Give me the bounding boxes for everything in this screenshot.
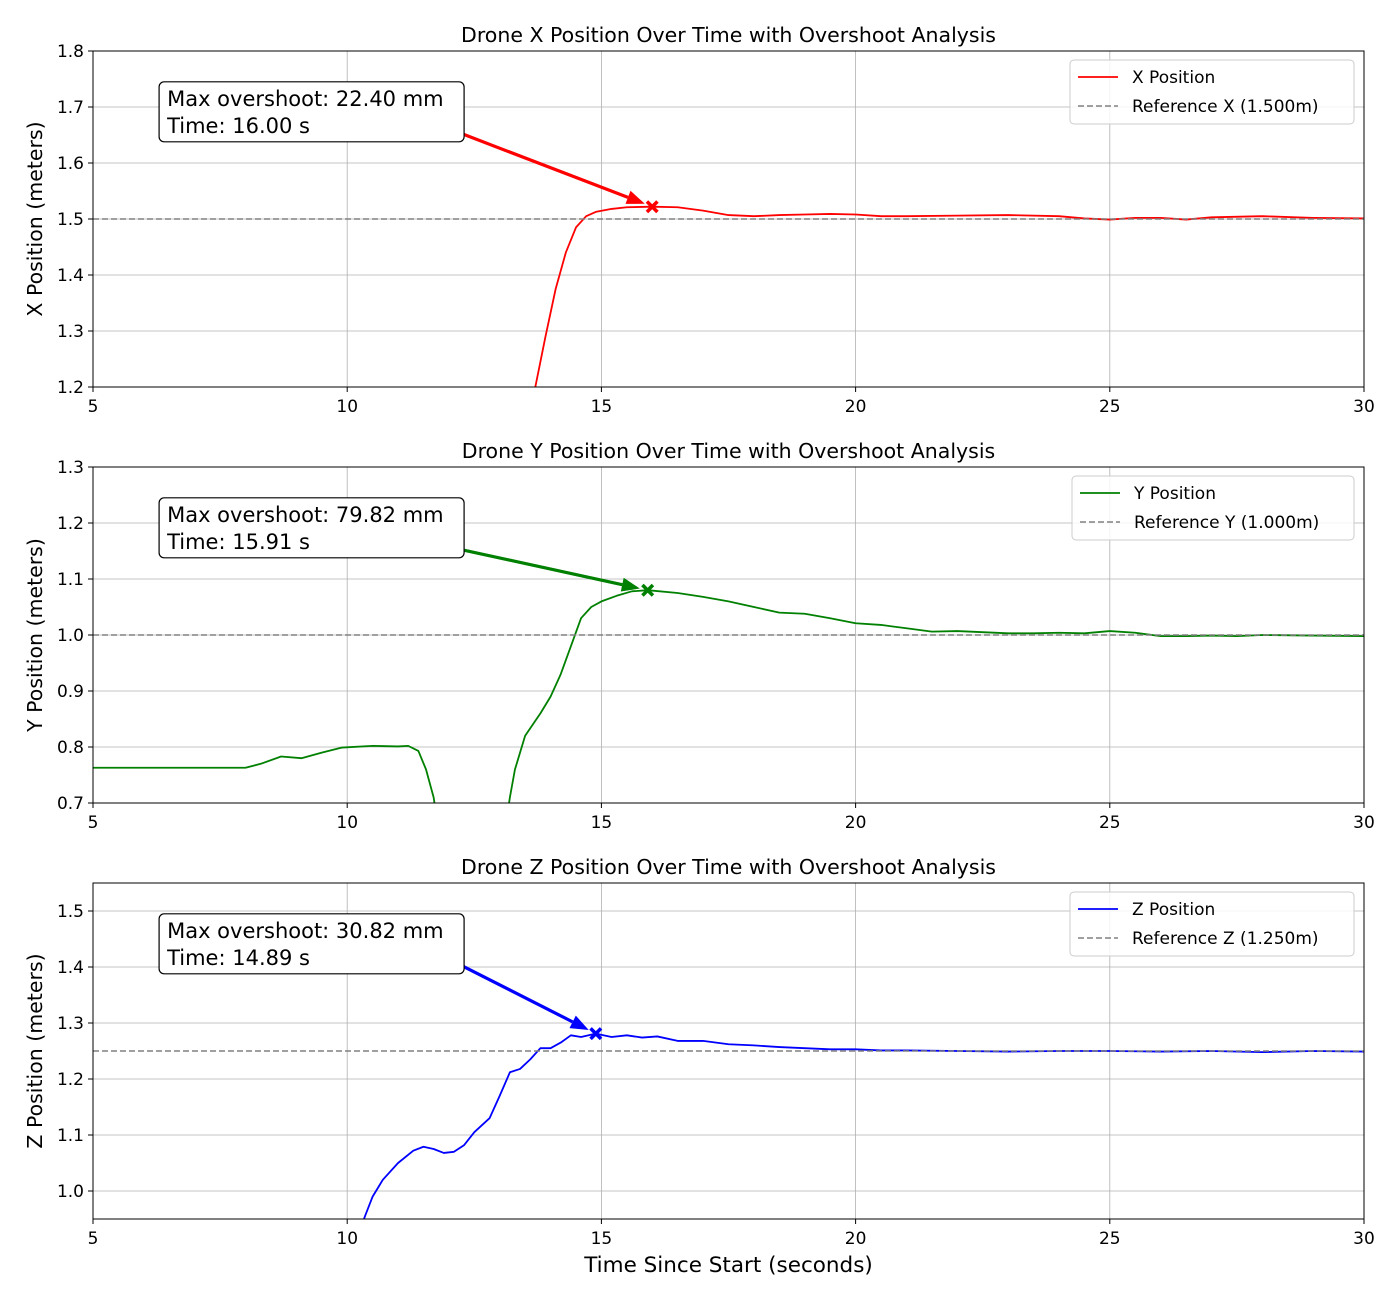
y-axis-label: Y Position (meters) — [23, 538, 47, 733]
legend-label: Reference X (1.500m) — [1132, 97, 1319, 117]
y-tick-label: 1.0 — [57, 626, 84, 646]
x-tick-label: 30 — [1353, 1229, 1375, 1249]
y-tick-label: 1.7 — [57, 98, 84, 118]
y-tick-label: 1.3 — [57, 322, 84, 342]
y-tick-label: 1.4 — [57, 266, 84, 286]
y-tick-label: 1.5 — [57, 210, 84, 230]
y-axis-label: X Position (meters) — [23, 121, 47, 316]
panel-z: Max overshoot: 30.82 mm Time: 14.89 s 5 10 1… — [23, 855, 1375, 1278]
annotation-arrow — [461, 132, 629, 199]
x-tick-label: 5 — [88, 813, 99, 833]
y-tick-label: 0.7 — [57, 794, 84, 814]
annotation-arrowhead — [620, 577, 640, 592]
x-tick-label: 5 — [88, 1229, 99, 1249]
annotation-overshoot: Max overshoot: 79.82 mm — [167, 503, 444, 527]
y-tick-label: 1.6 — [57, 154, 84, 174]
y-tick-label: 1.3 — [57, 458, 84, 478]
y-tick-label: 1.0 — [57, 1182, 84, 1202]
x-tick-label: 25 — [1099, 397, 1121, 417]
annotation-arrow — [461, 548, 623, 587]
y-tick-label: 1.4 — [57, 958, 84, 978]
legend-box — [1069, 891, 1355, 957]
x-axis-label: Time Since Start (seconds) — [583, 1253, 873, 1278]
legend-label: Z Position — [1132, 900, 1215, 920]
y-tick-label: 1.2 — [57, 514, 84, 534]
x-tick-label: 10 — [336, 813, 358, 833]
chart-title: Drone Z Position Over Time with Overshoo… — [461, 855, 996, 879]
y-axis-label: Z Position (meters) — [23, 953, 47, 1148]
x-tick-label: 25 — [1099, 813, 1121, 833]
x-tick-label: 30 — [1353, 397, 1375, 417]
y-tick-label: 1.8 — [57, 42, 84, 62]
x-tick-label: 5 — [88, 397, 99, 417]
y-tick-label: 1.1 — [57, 1126, 84, 1146]
annotation-time: Time: 15.91 s — [166, 530, 310, 554]
y-tick-label: 1.2 — [57, 378, 84, 398]
y-tick-label: 0.8 — [57, 738, 84, 758]
peak-marker — [589, 1027, 603, 1041]
legend-label: Reference Y (1.000m) — [1134, 513, 1319, 533]
legend-box — [1071, 475, 1355, 541]
x-tick-label: 15 — [591, 1229, 613, 1249]
panel-y: Max overshoot: 79.82 mm Time: 15.91 s 5 10 1… — [23, 439, 1375, 833]
x-tick-label: 20 — [845, 813, 867, 833]
peak-marker — [645, 200, 659, 214]
x-tick-label: 20 — [845, 1229, 867, 1249]
legend: Z Position Reference Z (1.250m) — [1069, 891, 1355, 957]
chart-title: Drone Y Position Over Time with Overshoo… — [462, 439, 995, 463]
series-group — [93, 589, 1364, 803]
annotation-overshoot: Max overshoot: 30.82 mm — [167, 919, 444, 943]
annotation-box — [158, 913, 465, 975]
x-tick-label: 15 — [591, 397, 613, 417]
annotation-box — [158, 81, 465, 143]
x-tick-label: 15 — [591, 813, 613, 833]
annotation-arrowhead — [569, 1015, 589, 1030]
annotation-arrowhead — [625, 190, 645, 204]
annotation-time: Time: 14.89 s — [166, 946, 310, 970]
legend-label: Reference Z (1.250m) — [1132, 929, 1319, 949]
annotation-overshoot: Max overshoot: 22.40 mm — [167, 87, 444, 111]
series-group — [93, 205, 1364, 387]
y-tick-label: 1.2 — [57, 1070, 84, 1090]
series-group — [93, 1032, 1364, 1219]
legend: Y Position Reference Y (1.000m) — [1071, 475, 1355, 541]
annotation-time: Time: 16.00 s — [166, 114, 310, 138]
legend-label: X Position — [1132, 68, 1215, 88]
position-line — [534, 205, 1364, 387]
y-tick-label: 1.1 — [57, 570, 84, 590]
x-tick-label: 10 — [336, 1229, 358, 1249]
annotation-box — [158, 497, 465, 559]
position-line — [363, 1032, 1364, 1219]
y-tick-label: 1.3 — [57, 1014, 84, 1034]
legend: X Position Reference X (1.500m) — [1069, 59, 1355, 125]
chart-title: Drone X Position Over Time with Overshoo… — [461, 23, 996, 47]
x-tick-label: 20 — [845, 397, 867, 417]
x-tick-label: 25 — [1099, 1229, 1121, 1249]
x-tick-label: 30 — [1353, 813, 1375, 833]
legend-box — [1069, 59, 1355, 125]
axes-frame — [92, 882, 1365, 1220]
panel-x: Max overshoot: 22.40 mm Time: 16.00 s 5 10 1… — [23, 23, 1375, 417]
peak-marker — [641, 583, 655, 597]
position-line — [93, 589, 1364, 803]
y-tick-label: 0.9 — [57, 682, 84, 702]
annotation-arrow — [461, 964, 574, 1024]
y-tick-label: 1.5 — [57, 902, 84, 922]
legend-label: Y Position — [1133, 484, 1216, 504]
x-tick-label: 10 — [336, 397, 358, 417]
